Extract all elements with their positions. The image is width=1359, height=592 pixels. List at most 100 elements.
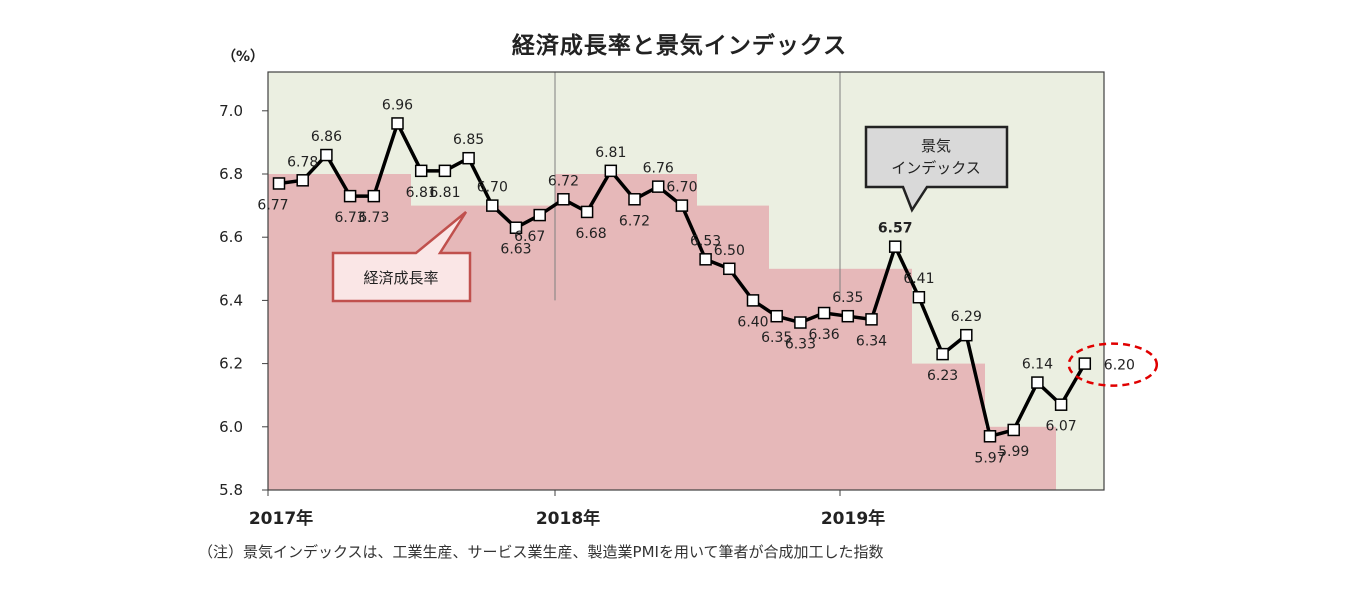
index-data-label: 6.50: [714, 243, 745, 259]
index-data-label: 6.76: [643, 161, 674, 177]
growth-rate-bar: [912, 363, 985, 490]
index-data-label: 6.77: [257, 197, 288, 213]
index-marker: [320, 148, 333, 162]
chart-title: 経済成長率と景気インデックス: [511, 33, 848, 59]
growth-rate-bar: [697, 205, 769, 490]
index-data-label: 6.68: [576, 226, 607, 242]
index-marker: [699, 253, 712, 266]
index-marker: [628, 193, 641, 206]
index-data-label: 6.20: [1104, 358, 1135, 374]
growth-rate-bar: [555, 174, 697, 490]
x-tick-label: 2018年: [536, 508, 600, 529]
index-marker: [651, 180, 665, 193]
index-data-label: 6.73: [358, 210, 389, 226]
index-marker: [746, 294, 760, 307]
index-marker: [1031, 376, 1044, 389]
index-marker: [272, 177, 286, 190]
index-marker: [391, 117, 404, 130]
index-data-label: 6.33: [785, 337, 816, 353]
growth-rate-bar: [985, 426, 1056, 490]
index-callout-box: [864, 125, 1009, 213]
index-data-label: 6.72: [619, 213, 650, 229]
index-marker: [414, 164, 428, 178]
index-marker: [983, 430, 997, 443]
index-data-label: 6.23: [927, 368, 958, 384]
index-data-label: 5.99: [998, 444, 1029, 460]
y-tick-label: 6.6: [219, 228, 243, 246]
x-tick-label: 2017年: [249, 508, 313, 529]
index-data-label: 6.29: [951, 309, 982, 325]
index-marker: [509, 221, 523, 234]
index-marker: [1054, 398, 1068, 411]
index-data-label: 6.53: [690, 233, 721, 249]
index-marker: [794, 316, 807, 329]
index-data-label: 6.85: [453, 132, 484, 148]
footnote: （注）景気インデックスは、工業生産、サービス業生産、製造業PMIを用いて筆者が合…: [198, 543, 884, 561]
index-data-label: 6.35: [761, 330, 792, 346]
y-tick-label: 6.2: [219, 355, 243, 373]
x-tick-label: 2019年: [821, 508, 885, 529]
index-data-label: 6.72: [548, 173, 579, 189]
index-marker: [865, 313, 878, 326]
index-callout-label-line2: インデックス: [891, 159, 981, 177]
y-tick-label: 7.0: [219, 102, 243, 120]
index-data-label: 6.73: [335, 210, 366, 226]
index-data-label: 6.34: [856, 333, 887, 349]
index-marker: [343, 189, 357, 203]
growth-rate-bar: [268, 174, 411, 490]
index-marker: [438, 164, 452, 178]
index-data-label: 6.81: [429, 185, 460, 201]
index-data-label: 6.14: [1022, 357, 1053, 373]
index-data-label: 6.63: [500, 242, 531, 258]
growth-rate-callout-label: 経済成長率: [363, 269, 438, 287]
index-data-label: 6.70: [666, 180, 697, 196]
index-data-label: 6.35: [832, 290, 863, 306]
index-marker: [912, 290, 926, 304]
index-marker: [580, 205, 594, 219]
index-data-label: 6.67: [514, 229, 545, 245]
index-marker: [888, 240, 902, 253]
y-tick-label: 6.0: [219, 418, 243, 436]
index-data-label: 5.97: [974, 450, 1005, 466]
y-axis-unit-label: （%）: [222, 49, 265, 65]
index-marker: [841, 309, 855, 323]
growth-rate-bar: [769, 268, 912, 490]
index-data-label: 6.81: [595, 145, 626, 161]
index-marker: [817, 306, 831, 320]
index-marker: [604, 164, 618, 178]
index-data-label: 6.81: [406, 185, 437, 201]
y-tick-label: 6.4: [219, 291, 243, 309]
index-marker: [486, 199, 499, 212]
y-tick-label: 5.8: [219, 481, 243, 499]
index-data-label: 6.40: [737, 314, 768, 330]
index-marker: [1007, 423, 1020, 437]
index-callout: 景気インデックス: [864, 125, 1009, 213]
index-marker: [1078, 357, 1092, 370]
index-data-label: 6.41: [903, 271, 934, 287]
index-marker: [533, 208, 546, 222]
index-marker: [675, 199, 689, 212]
y-tick-label: 6.8: [219, 165, 243, 183]
index-data-label: 6.36: [809, 327, 840, 343]
index-marker: [557, 193, 570, 206]
index-data-label: 6.07: [1046, 419, 1077, 435]
index-data-label: 6.57: [878, 221, 913, 237]
index-marker: [296, 174, 309, 187]
growth-rate-callout: 経済成長率: [331, 211, 472, 303]
index-marker: [770, 309, 783, 323]
index-data-label: 6.96: [382, 97, 413, 113]
index-marker: [960, 328, 973, 342]
index-marker: [367, 189, 381, 203]
index-marker: [723, 262, 736, 276]
index-data-label: 6.70: [477, 180, 508, 196]
growth-rate-callout-box: [331, 211, 472, 303]
index-callout-label-line1: 景気: [921, 137, 951, 155]
index-data-label: 6.86: [311, 129, 342, 145]
index-marker: [936, 347, 949, 361]
index-data-label: 6.78: [287, 154, 318, 170]
latest-value-highlight: [1067, 342, 1159, 387]
index-marker: [462, 151, 475, 165]
plot-frame: [267, 71, 1105, 491]
